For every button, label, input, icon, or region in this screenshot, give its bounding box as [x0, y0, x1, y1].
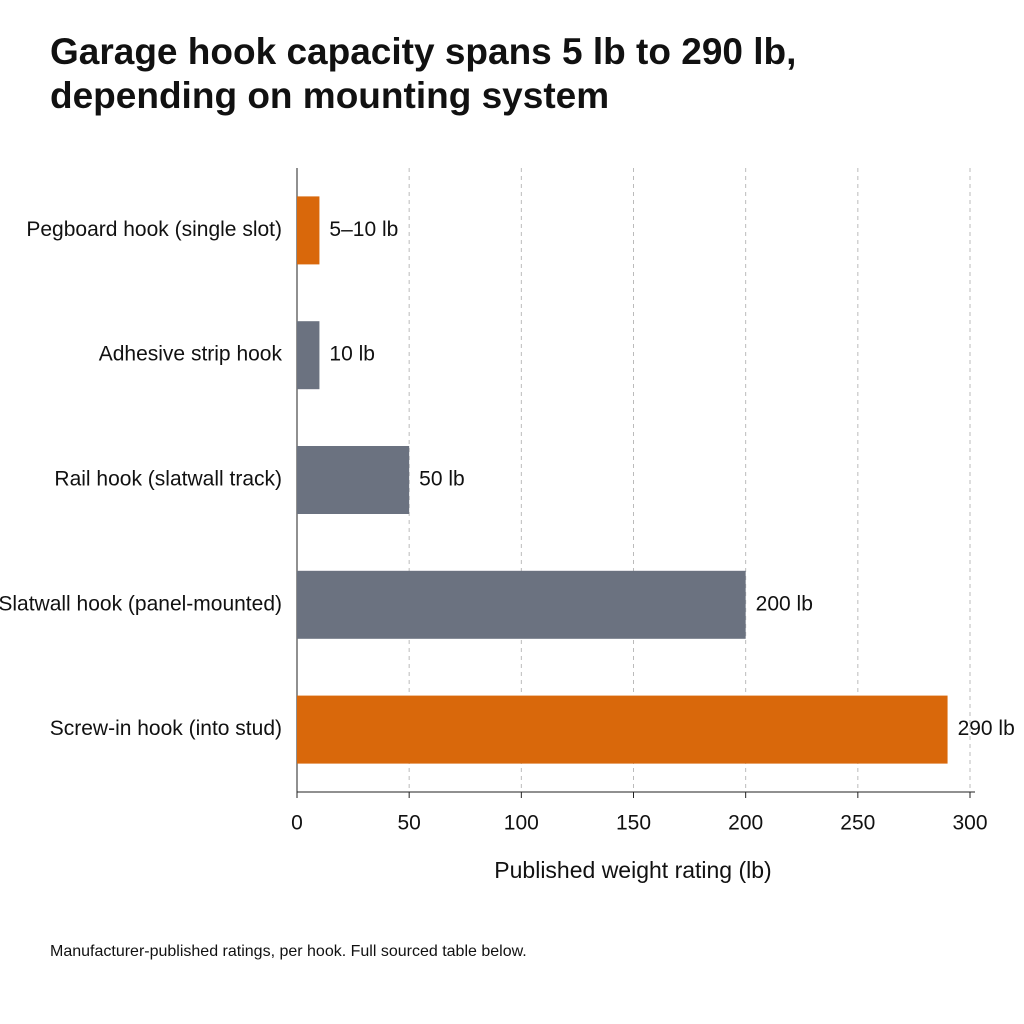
x-tick-label: 200 — [728, 812, 763, 835]
x-tick-label: 150 — [616, 812, 651, 835]
x-axis-title: Published weight rating (lb) — [494, 857, 771, 883]
x-tick-label: 250 — [840, 812, 875, 835]
value-label: 10 lb — [329, 343, 375, 366]
value-label: 200 lb — [756, 592, 813, 615]
bar — [297, 570, 746, 639]
value-label: 290 lb — [958, 717, 1015, 740]
value-label: 5–10 lb — [329, 218, 398, 241]
x-tick-label: 300 — [952, 812, 987, 835]
y-tick-label: Rail hook (slatwall track) — [54, 468, 282, 491]
bar — [297, 446, 410, 514]
y-tick-label: Pegboard hook (single slot) — [26, 218, 282, 241]
x-tick-label: 50 — [397, 812, 420, 835]
chart-title: Garage hook capacity spans 5 lb to 290 l… — [50, 31, 797, 116]
y-tick-label: Screw-in hook (into stud) — [50, 717, 282, 740]
y-tick-label: Slatwall hook (panel-mounted) — [0, 592, 282, 615]
x-tick-label: 0 — [291, 812, 303, 835]
x-tick-label: 100 — [504, 812, 539, 835]
footnote: Manufacturer-published ratings, per hook… — [50, 943, 527, 960]
bar — [297, 321, 320, 390]
y-tick-label: Adhesive strip hook — [99, 343, 283, 366]
bar — [297, 695, 948, 764]
value-label: 50 lb — [419, 468, 465, 491]
bar — [297, 196, 320, 265]
